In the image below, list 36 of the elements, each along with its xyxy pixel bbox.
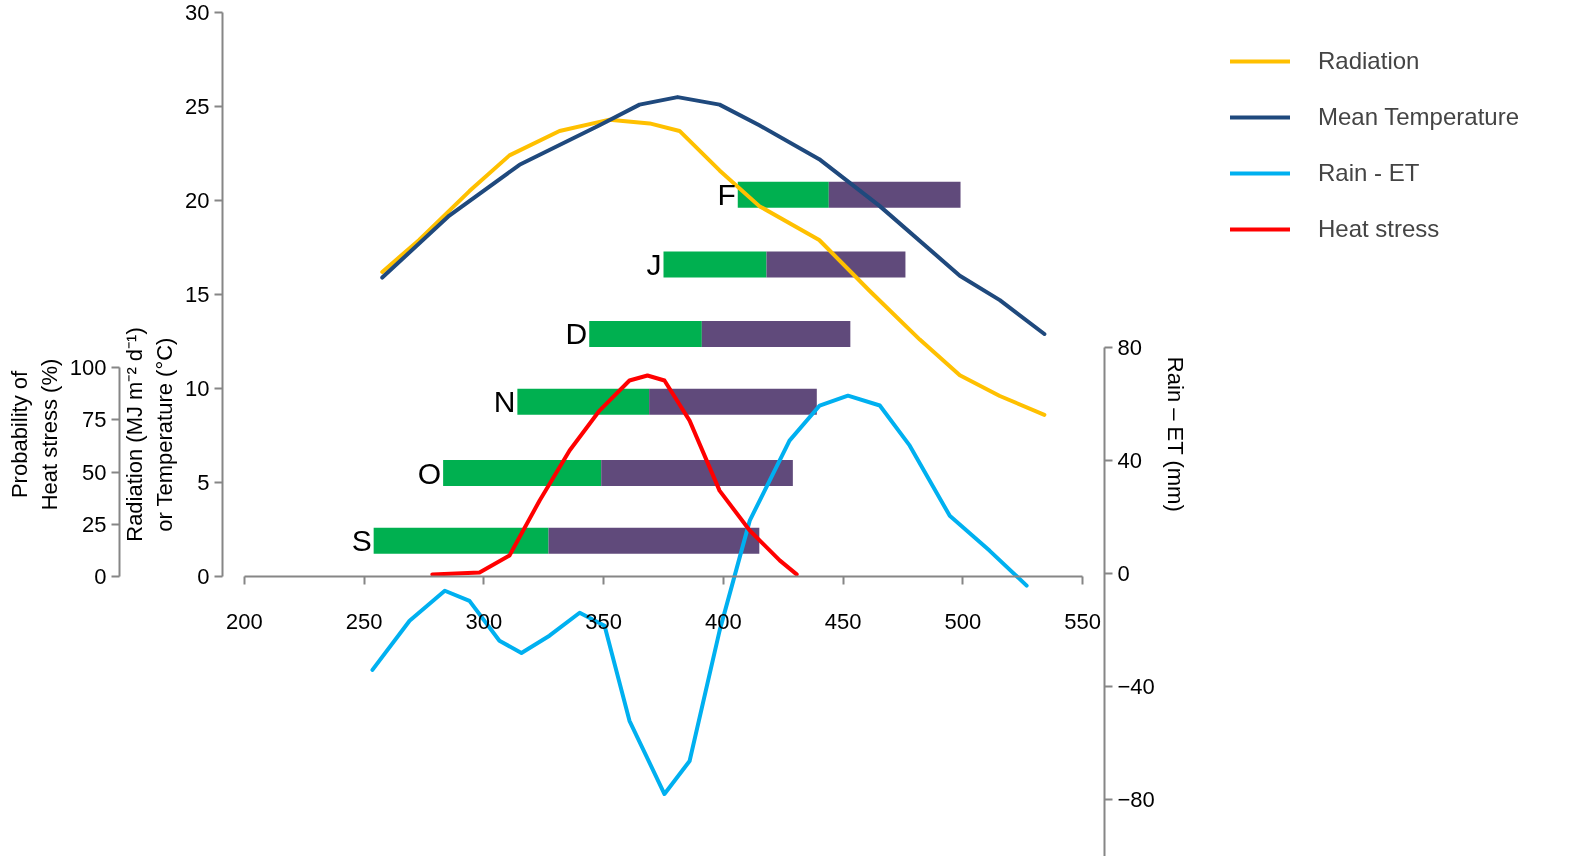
- annotation: N: [493, 385, 516, 419]
- annotation: J: [646, 247, 662, 281]
- legend-label: Mean Temperature: [1318, 103, 1519, 131]
- legend-label: Rain - ET: [1318, 159, 1420, 187]
- y2-tick-label: 80: [1117, 335, 1142, 361]
- y-tick-label: 20: [185, 187, 210, 213]
- annotation: D: [565, 317, 588, 351]
- x-tick-label: 250: [345, 609, 383, 635]
- x-tick-label: 500: [944, 609, 982, 635]
- y2-tick-label: −80: [1117, 787, 1155, 813]
- line-series: [380, 117, 1047, 417]
- y-tick-label: 0: [197, 563, 210, 589]
- legend-label: Radiation: [1318, 47, 1420, 75]
- y-tick-label: 5: [197, 469, 210, 495]
- x-tick-label: 450: [824, 609, 862, 635]
- annotation: O: [417, 456, 442, 490]
- y3-tick-label: 0: [94, 563, 107, 589]
- legend-label: Heat stress: [1318, 215, 1440, 243]
- y-axis-title: Radiation (MJ m⁻² d⁻¹) or Temperature (°C): [122, 327, 178, 542]
- y2-tick-label: −40: [1117, 674, 1155, 700]
- y3-tick-label: 50: [82, 459, 107, 485]
- y-tick-label: 15: [185, 281, 210, 307]
- y3-tick-label: 25: [82, 511, 107, 537]
- y2-tick-label: 40: [1117, 448, 1142, 474]
- y3-tick-label: 75: [82, 407, 107, 433]
- x-tick-label: 200: [225, 609, 263, 635]
- y-tick-label: 30: [185, 0, 210, 25]
- y3-axis-title: Probability of Heat stress (%): [6, 358, 62, 511]
- annotation: F: [717, 178, 736, 212]
- y-tick-label: 10: [185, 375, 210, 401]
- y3-tick-label: 100: [69, 355, 107, 381]
- x-tick-label: 550: [1064, 609, 1102, 635]
- y2-tick-label: 0: [1117, 561, 1130, 587]
- y-tick-label: 25: [185, 94, 210, 119]
- annotation: S: [351, 524, 372, 558]
- y2-axis-title: Rain – ET (mm): [1162, 356, 1188, 512]
